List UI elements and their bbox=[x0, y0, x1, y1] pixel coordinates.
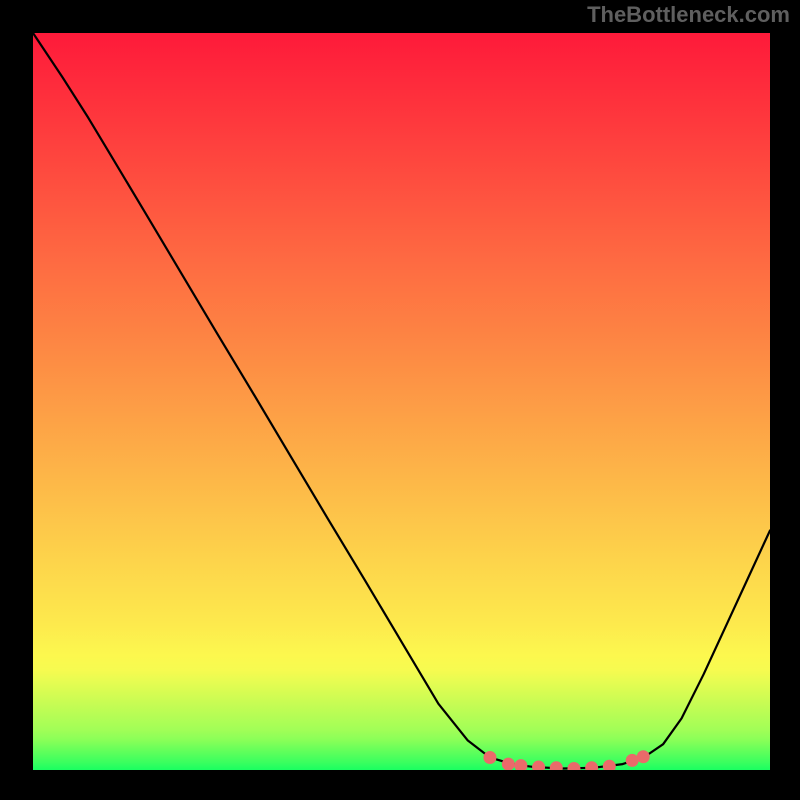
marker-point bbox=[483, 751, 496, 764]
plot-area bbox=[33, 33, 770, 770]
marker-point bbox=[502, 758, 515, 770]
watermark-text: TheBottleneck.com bbox=[587, 2, 790, 28]
marker-point bbox=[637, 750, 650, 763]
chart-container: TheBottleneck.com bbox=[0, 0, 800, 800]
marker-point bbox=[626, 754, 639, 767]
gradient-background bbox=[33, 33, 770, 770]
chart-svg bbox=[33, 33, 770, 770]
